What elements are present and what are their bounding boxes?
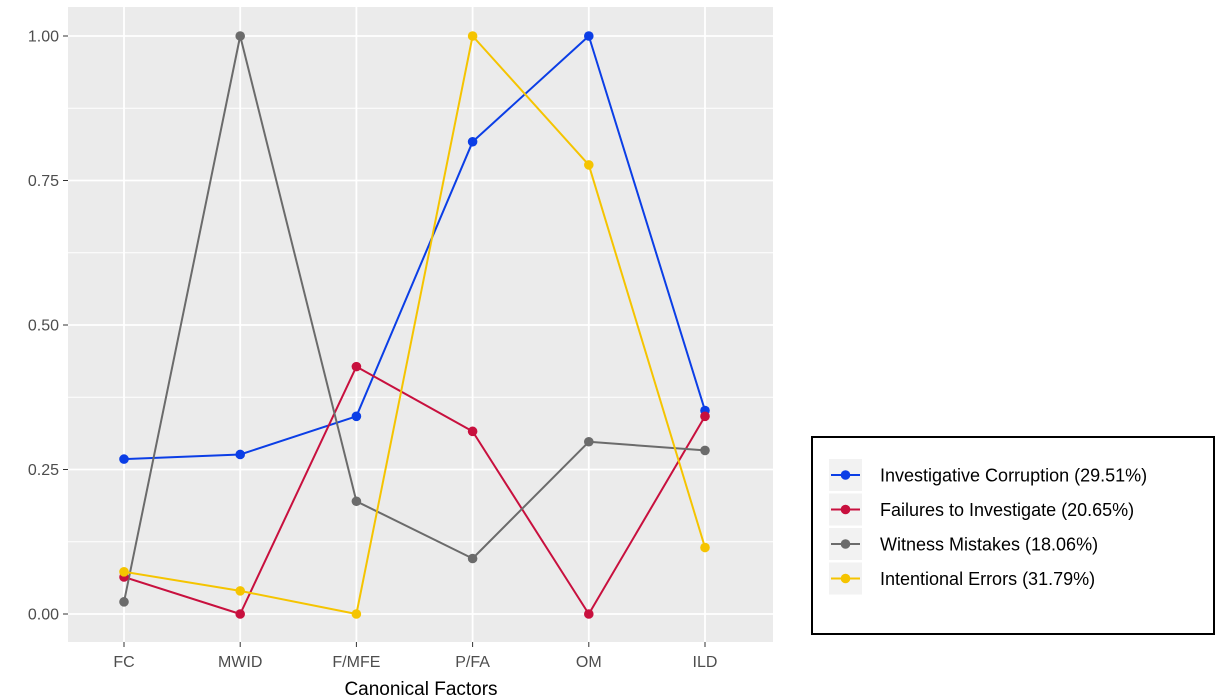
legend-key-point	[840, 573, 851, 584]
data-point	[467, 553, 478, 564]
x-axis-title: Canonical Factors	[344, 679, 497, 698]
series-line	[123, 365, 706, 615]
series-lines	[119, 31, 710, 619]
x-tick-label: ILD	[693, 654, 718, 671]
data-point	[119, 454, 129, 464]
data-point	[700, 411, 710, 422]
data-point	[235, 586, 245, 596]
data-point	[467, 31, 478, 41]
data-point	[119, 567, 129, 577]
legend-key-point	[840, 504, 851, 515]
data-point	[584, 31, 594, 41]
data-point	[119, 597, 129, 607]
y-tick-label: 0.00	[28, 607, 59, 624]
grid-lines	[68, 7, 773, 642]
data-point	[235, 449, 245, 460]
data-point	[584, 609, 594, 619]
legend-label: Failures to Investigate (20.65%)	[880, 500, 1134, 520]
legend-box	[811, 436, 1215, 635]
data-point	[700, 542, 710, 553]
series-line	[123, 35, 706, 615]
x-axis: FC MWID F/MFE P/FA OM ILD	[113, 642, 717, 671]
data-point	[584, 436, 594, 447]
x-tick-label: MWID	[218, 654, 262, 671]
data-point	[351, 411, 362, 422]
y-tick-label: 0.75	[28, 173, 59, 190]
data-point	[351, 361, 362, 372]
data-point	[467, 136, 478, 147]
x-tick-label: FC	[113, 654, 134, 671]
data-point	[700, 445, 710, 456]
y-tick-label: 0.25	[28, 462, 59, 479]
series-line	[123, 35, 706, 603]
data-point	[235, 609, 245, 619]
x-tick-label: OM	[576, 654, 602, 671]
data-point	[351, 496, 362, 507]
x-tick-label: P/FA	[455, 654, 490, 671]
data-point	[467, 426, 478, 437]
legend: Investigative Corruption (29.51%) Failure…	[811, 436, 1215, 635]
legend-label: Investigative Corruption (29.51%)	[880, 466, 1147, 486]
y-tick-label: 1.00	[28, 29, 59, 46]
series-line	[123, 35, 706, 461]
legend-label: Witness Mistakes (18.06%)	[880, 535, 1098, 555]
data-point	[351, 609, 362, 619]
legend-label: Intentional Errors (31.79%)	[880, 569, 1095, 589]
data-point	[235, 31, 245, 41]
y-tick-label: 0.50	[28, 318, 59, 335]
x-tick-label: F/MFE	[332, 654, 380, 671]
legend-key-point	[840, 470, 851, 480]
legend-key-point	[840, 539, 851, 549]
y-axis: 0.00 0.25 0.50 0.75 1.00	[28, 29, 68, 624]
data-point	[584, 160, 594, 170]
